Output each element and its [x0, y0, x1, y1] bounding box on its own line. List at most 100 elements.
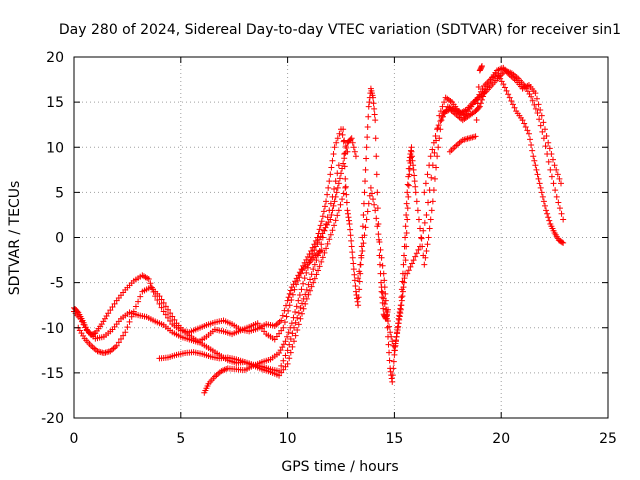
data-point: [320, 208, 327, 215]
data-point: [297, 315, 304, 322]
data-point: [336, 175, 343, 182]
data-point: [283, 313, 290, 320]
data-point: [336, 130, 343, 137]
data-point: [289, 330, 296, 337]
data-point: [531, 157, 538, 164]
data-point: [311, 261, 318, 268]
data-point: [358, 254, 365, 261]
data-point: [396, 313, 403, 320]
data-point: [475, 104, 482, 111]
data-point: [346, 220, 353, 227]
data-point: [325, 184, 332, 191]
data-point: [540, 198, 547, 205]
data-point: [162, 311, 169, 318]
data-point: [303, 295, 310, 302]
data-point: [547, 166, 554, 173]
data-point: [426, 225, 433, 232]
data-point: [360, 211, 367, 218]
data-point: [537, 107, 544, 114]
data-point: [128, 313, 135, 320]
x-tick-label: 5: [176, 431, 185, 447]
data-point: [480, 93, 487, 100]
data-point: [394, 327, 401, 334]
data-point: [292, 308, 299, 315]
data-point: [545, 214, 552, 221]
data-point: [548, 173, 555, 180]
data-point: [530, 153, 537, 160]
data-point: [405, 193, 412, 200]
data-point: [410, 162, 417, 169]
data-point: [370, 94, 377, 101]
data-point: [278, 362, 285, 369]
data-point: [305, 281, 312, 288]
data-point: [364, 134, 371, 141]
data-point: [554, 171, 561, 178]
data-point: [478, 64, 485, 71]
data-point: [424, 241, 431, 248]
data-point: [546, 217, 553, 224]
data-point: [162, 303, 169, 310]
data-point: [410, 166, 417, 173]
data-point: [418, 234, 425, 241]
data-point: [300, 280, 307, 287]
data-point: [431, 149, 438, 156]
data-point: [339, 196, 346, 203]
data-point: [311, 275, 318, 282]
data-point: [113, 342, 120, 349]
data-point: [363, 155, 370, 162]
data-point: [532, 162, 539, 169]
data-point: [560, 239, 567, 246]
data-point: [476, 103, 483, 110]
data-point: [318, 258, 325, 265]
data-point: [537, 122, 544, 129]
data-point: [284, 333, 291, 340]
series-track-h: [378, 67, 567, 354]
data-point: [156, 300, 163, 307]
data-point: [169, 313, 176, 320]
data-point: [321, 249, 328, 256]
data-point: [386, 357, 393, 364]
data-point: [390, 365, 397, 372]
data-point: [328, 164, 335, 171]
data-point: [280, 357, 287, 364]
data-point: [288, 296, 295, 303]
data-point: [338, 170, 344, 177]
data-point: [132, 303, 139, 310]
data-point: [362, 178, 369, 185]
data-point: [545, 139, 552, 146]
data-point: [356, 268, 363, 275]
data-point: [380, 295, 387, 302]
data-point: [331, 185, 338, 192]
data-point: [341, 151, 348, 158]
data-point: [293, 303, 300, 310]
data-point: [287, 324, 294, 331]
data-point: [307, 287, 314, 294]
data-point: [334, 212, 341, 219]
data-point: [400, 261, 407, 268]
data-point: [316, 226, 323, 233]
data-point: [326, 178, 333, 185]
data-point: [425, 199, 432, 206]
data-point: [350, 144, 357, 151]
data-point: [343, 191, 350, 198]
data-point: [310, 279, 317, 286]
data-point: [405, 267, 412, 274]
x-tick-label: 25: [599, 431, 617, 447]
x-tick-label: 15: [385, 431, 403, 447]
data-point: [363, 144, 370, 151]
data-point: [428, 174, 435, 181]
data-point: [381, 301, 388, 308]
data-point: [398, 294, 405, 301]
data-point: [365, 113, 372, 120]
data-point: [360, 240, 367, 247]
data-point: [107, 307, 114, 314]
data-point: [404, 216, 411, 223]
data-point: [350, 260, 357, 267]
data-point: [358, 243, 365, 250]
data-point: [349, 139, 356, 146]
data-point: [551, 162, 558, 169]
series-track-a: [71, 126, 351, 338]
data-point: [318, 218, 325, 225]
data-point: [373, 153, 380, 160]
data-point: [406, 165, 413, 172]
